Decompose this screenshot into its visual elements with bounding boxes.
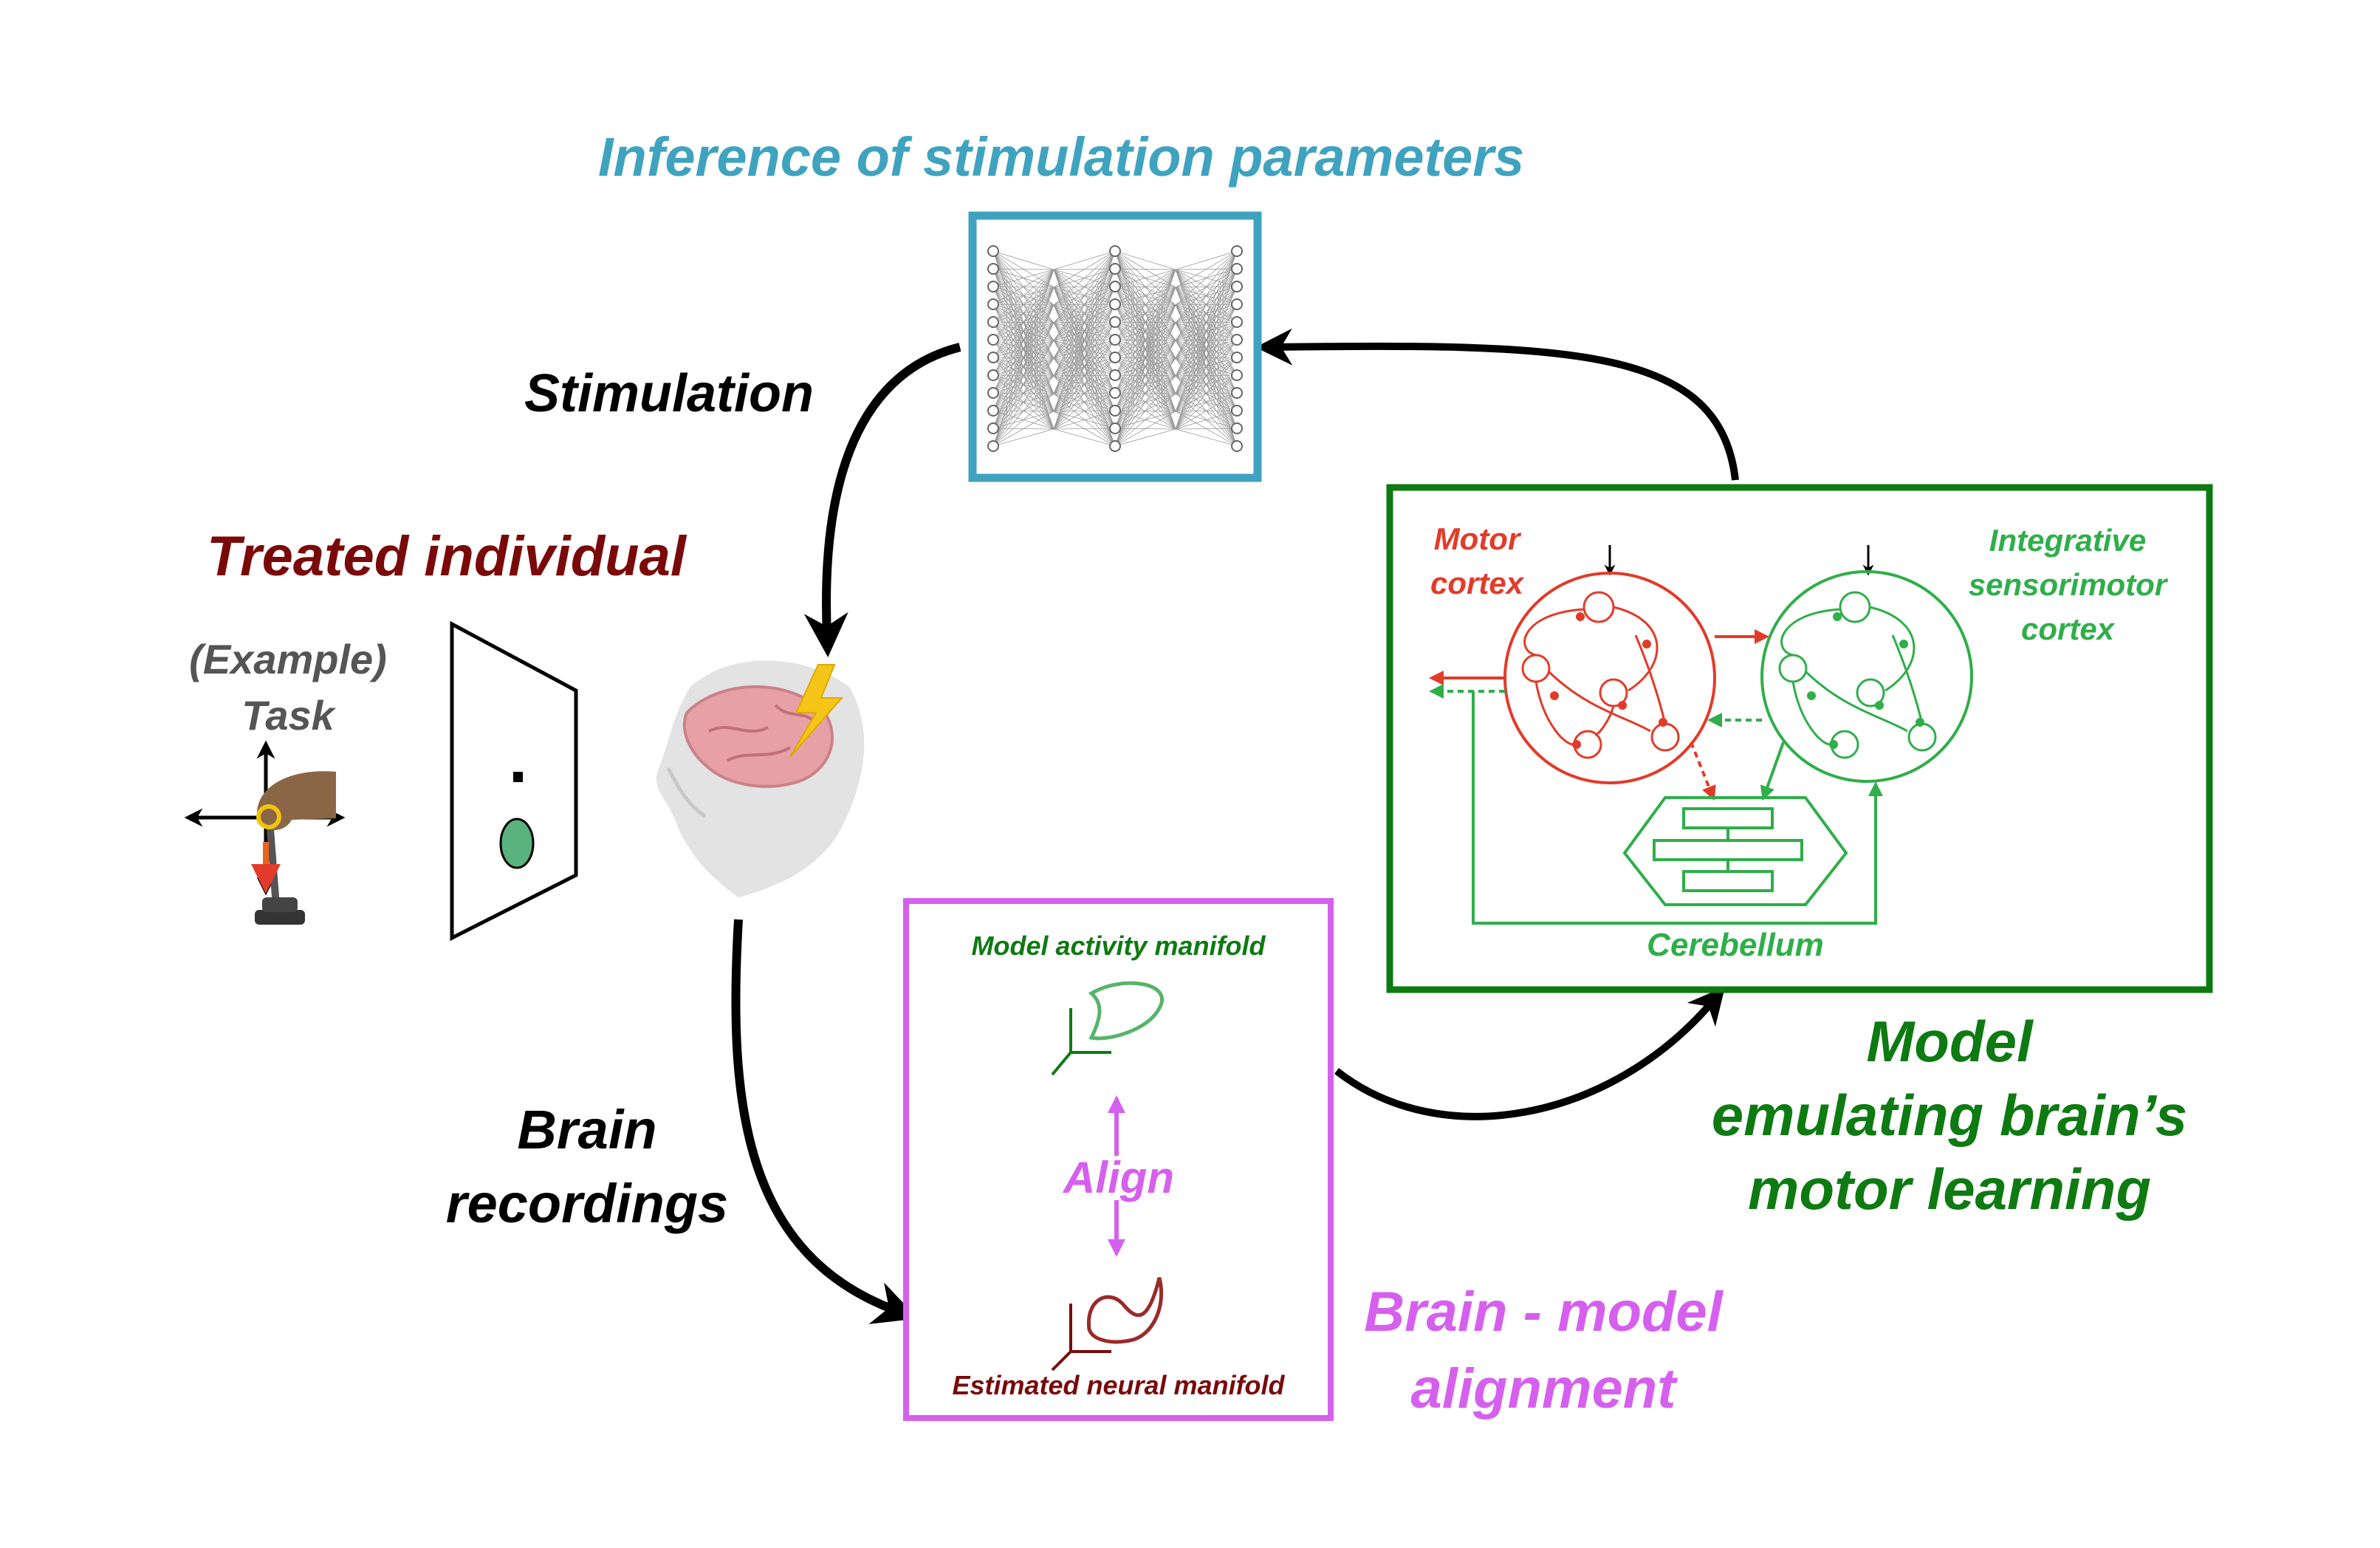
nn-node: [1109, 387, 1121, 399]
nn-node: [1231, 334, 1243, 346]
task-label-line-2: Task: [241, 692, 335, 739]
joystick-task-icon: [184, 740, 346, 925]
treated-individual-title: Treated individual: [207, 525, 686, 588]
nn-node: [1109, 281, 1121, 292]
model-caption: Model emulating brain’s motor learning: [1625, 1004, 2274, 1226]
model-to-inference-arrow: [1255, 328, 1739, 481]
nn-node: [1109, 334, 1121, 346]
nn-node: [1231, 440, 1243, 452]
nn-node: [1231, 245, 1243, 257]
cerebellum-label: Cerebellum: [1647, 927, 1824, 963]
neural-manifold-label: Estimated neural manifold: [952, 1370, 1285, 1400]
nn-node: [987, 298, 999, 310]
model-manifold-icon: [1051, 981, 1164, 1076]
stimulation-arrow: [803, 343, 961, 657]
nn-node: [1109, 369, 1121, 381]
alignment-to-model-arrow: [1334, 986, 1726, 1120]
nn-node: [1109, 422, 1121, 434]
nn-node: [1231, 298, 1243, 310]
nn-node: [987, 263, 999, 275]
monkey-brain-icon: [656, 660, 865, 897]
nn-node: [1109, 405, 1121, 417]
nn-node: [1231, 387, 1243, 399]
motor-cortex-line-1: Motor: [1433, 521, 1520, 556]
alignment-caption-line-1: Brain - model: [1364, 1281, 1723, 1343]
neural-manifold-icon: [1051, 1277, 1164, 1371]
sensorimotor-line-3: cortex: [2020, 612, 2115, 646]
nn-node: [1109, 263, 1121, 275]
model-caption-line-3: motor learning: [1747, 1157, 2152, 1222]
nn-node: [987, 334, 999, 346]
nn-node: [1109, 245, 1121, 257]
nn-node: [987, 387, 999, 399]
nn-node: [987, 352, 999, 363]
nn-node: [987, 281, 999, 292]
nn-node: [987, 422, 999, 434]
diagram-title: Inference of stimulation parameters: [598, 126, 1525, 188]
model-caption-line-2: emulating brain’s: [1711, 1083, 2188, 1148]
nn-node: [1231, 405, 1243, 417]
model-manifold-label: Model activity manifold: [971, 931, 1266, 961]
align-label: Align: [1063, 1153, 1174, 1202]
nn-node: [987, 405, 999, 417]
sensorimotor-cortex-network: [1760, 570, 1973, 783]
screen-icon: [450, 620, 578, 942]
cerebellum-network: [1472, 691, 1883, 925]
nn-node: [1231, 422, 1243, 434]
nn-node: [1231, 316, 1243, 328]
motor-cortex-label: Motor cortex: [1403, 517, 1551, 606]
sensorimotor-line-1: Integrative: [1989, 523, 2147, 558]
task-label-line-1: (Example): [189, 636, 387, 682]
nn-node: [987, 440, 999, 452]
task-label: (Example) Task: [151, 631, 425, 744]
brain-recordings-line-1: Brain: [517, 1099, 657, 1160]
nn-node: [1231, 352, 1243, 363]
nn-node: [1231, 263, 1243, 275]
motor-cortex-line-2: cortex: [1430, 566, 1524, 600]
nn-node: [1109, 298, 1121, 310]
brain-recordings-label: Brain recordings: [414, 1093, 761, 1241]
nn-node: [1109, 316, 1121, 328]
nn-node: [987, 369, 999, 381]
motor-cortex-network: [1503, 572, 1716, 784]
nn-node: [1109, 440, 1121, 452]
stimulation-label: Stimulation: [524, 364, 814, 423]
nn-node: [987, 245, 999, 257]
nn-node: [1109, 352, 1121, 363]
nn-node: [1231, 281, 1243, 292]
sensorimotor-cortex-label: Integrative sensorimotor cortex: [1949, 518, 2186, 651]
model-caption-line-1: Model: [1866, 1009, 2033, 1074]
brain-recordings-line-2: recordings: [445, 1173, 729, 1234]
sensorimotor-line-2: sensorimotor: [1968, 567, 2167, 602]
alignment-caption: Brain - model alignment: [1329, 1274, 1757, 1428]
neural-network-icon: [987, 245, 1243, 452]
recordings-arrow: [731, 919, 919, 1324]
alignment-caption-line-2: alignment: [1410, 1357, 1676, 1420]
nn-node: [987, 316, 999, 328]
nn-node: [1231, 369, 1243, 381]
